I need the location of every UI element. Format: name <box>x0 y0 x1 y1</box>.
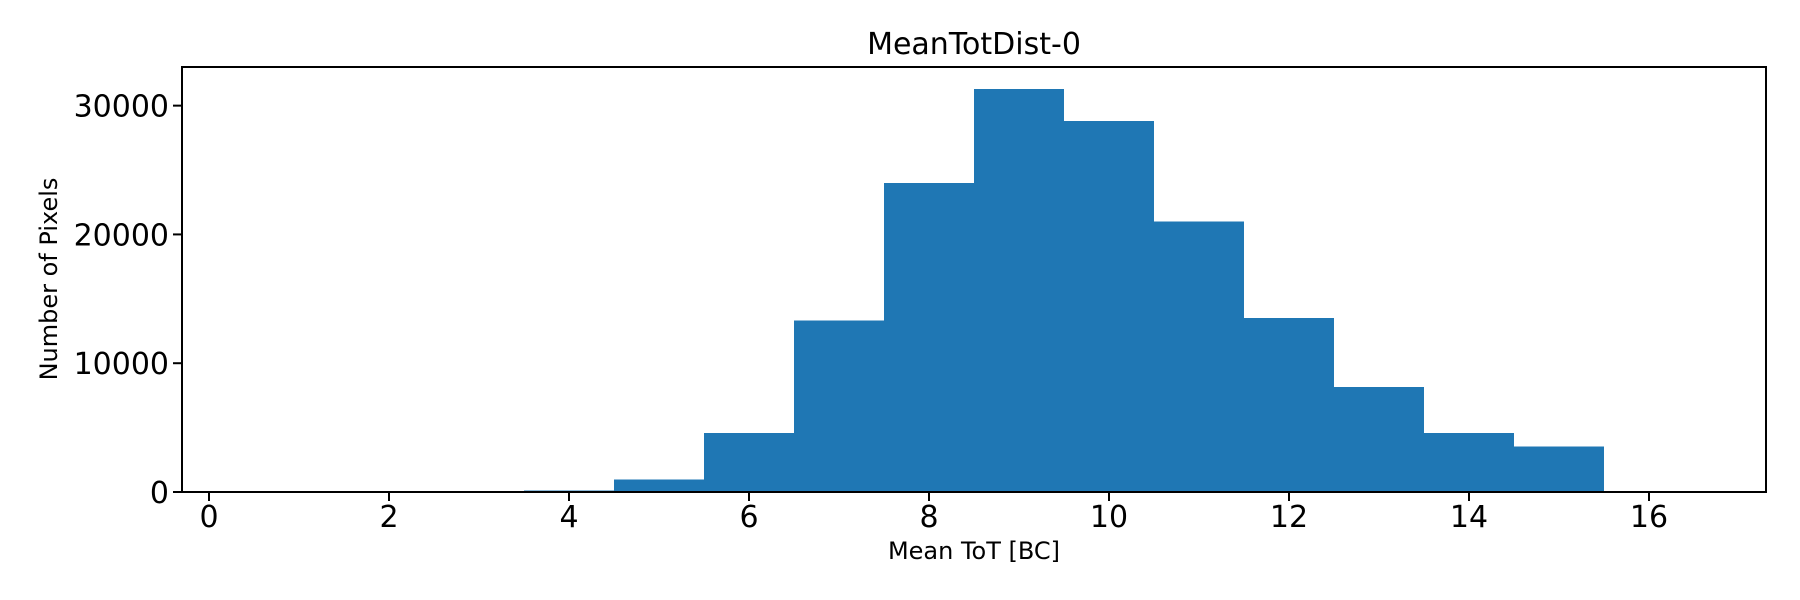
y-tick-label: 20000 <box>74 218 169 253</box>
histogram-bar <box>974 88 1064 493</box>
histogram-bar <box>614 479 704 492</box>
y-tick-label: 0 <box>150 476 169 511</box>
y-tick-label: 30000 <box>74 90 169 125</box>
x-tick-label: 6 <box>739 500 758 535</box>
x-tick-label: 16 <box>1630 500 1668 535</box>
x-tick-label: 10 <box>1090 500 1128 535</box>
histogram-bar <box>704 432 794 492</box>
plot-border <box>181 66 1767 493</box>
x-tick-label: 12 <box>1270 500 1308 535</box>
x-tick-label: 4 <box>559 500 578 535</box>
chart-title: MeanTotDist-0 <box>867 27 1081 62</box>
histogram-bar <box>794 320 884 492</box>
x-tick-label: 2 <box>379 500 398 535</box>
y-tick-label: 10000 <box>74 347 169 382</box>
histogram-bar <box>884 182 974 492</box>
x-tick-label: 8 <box>919 500 938 535</box>
x-tick-label: 0 <box>199 500 218 535</box>
x-axis-label: Mean ToT [BC] <box>887 537 1061 565</box>
histogram-bar <box>1334 387 1424 492</box>
histogram-bar <box>1244 318 1334 492</box>
x-tick-label: 14 <box>1450 500 1488 535</box>
histogram-bar <box>1424 433 1514 492</box>
histogram-bar <box>1064 121 1154 492</box>
y-axis-label: Number of Pixels <box>34 177 63 381</box>
histogram-bar <box>1514 446 1604 492</box>
histogram-bar <box>1154 221 1244 492</box>
